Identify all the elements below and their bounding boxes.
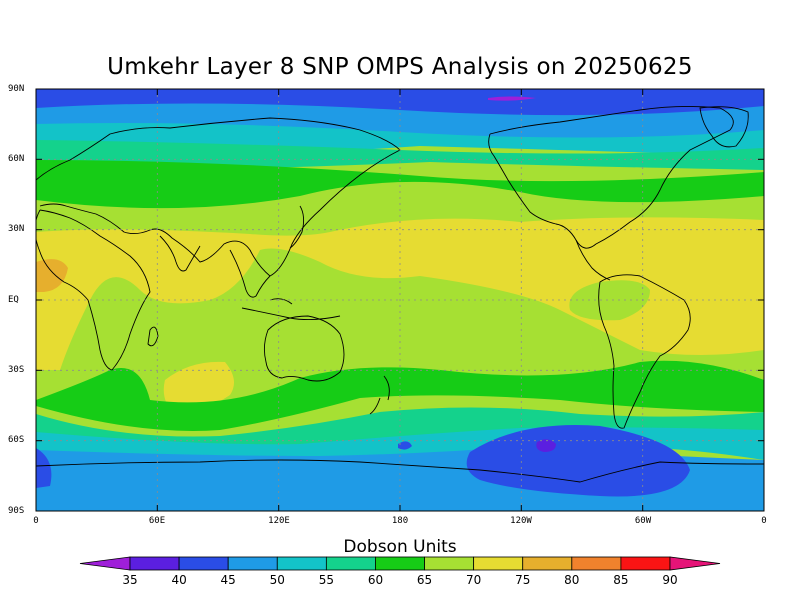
- coast-japan: [289, 205, 305, 249]
- low-45-nz: [398, 441, 412, 450]
- lon-label-180: 180: [391, 516, 409, 526]
- coast-madagascar: [147, 326, 159, 347]
- band-south-60: [36, 407, 764, 451]
- colorbar-swatch: [571, 556, 622, 571]
- coast-antarctica: [36, 459, 764, 483]
- low-45-pacific: [466, 425, 690, 497]
- colorbar-tick-label: 45: [220, 573, 236, 587]
- lat-label-60s: 60S: [8, 435, 25, 445]
- colorbar-swatch: [276, 556, 327, 571]
- colorbar-tick-label: 90: [662, 573, 678, 587]
- lon-label-120w: 120W: [510, 516, 532, 526]
- colorbar-swatch: [227, 556, 278, 571]
- lon-label-60e: 60E: [148, 516, 166, 526]
- low-40-pacific: [536, 439, 556, 452]
- colorbar-swatch: [522, 556, 573, 571]
- coastlines: [36, 105, 764, 483]
- lat-label-eq: EQ: [8, 295, 19, 305]
- colorbar: [79, 556, 721, 571]
- colorbar-swatch: [129, 556, 180, 571]
- colorbar-title: Dobson Units: [343, 537, 457, 557]
- colorbar-tick-label: 65: [416, 573, 433, 587]
- colorbar-swatch: [620, 556, 671, 571]
- colorbar-tick-label: 40: [171, 573, 187, 587]
- colorbar-tick-label: 35: [122, 573, 138, 587]
- spot-80-africa: [36, 259, 68, 292]
- colorbar-swatch: [375, 556, 425, 571]
- axis-ticks: [36, 89, 764, 511]
- colorbar-tick-label: 80: [564, 573, 580, 587]
- coast-central-america: [575, 239, 611, 281]
- lon-label-0-west: 0: [33, 516, 39, 526]
- colorbar-swatch: [325, 556, 376, 571]
- coast-north-america: [488, 105, 734, 249]
- band-north-65: [36, 160, 764, 209]
- colorbar-swatch: [473, 556, 524, 571]
- lat-label-30s: 30S: [8, 365, 25, 375]
- lat-label-90s: 90S: [8, 506, 25, 516]
- band-tropic-70-atl: [569, 280, 650, 321]
- colorbar-tick-label: 70: [465, 573, 482, 587]
- lat-label-90n: 90N: [8, 84, 25, 94]
- lon-label-60w: 60W: [634, 516, 652, 526]
- colorbar-tick-label: 85: [613, 573, 629, 587]
- coast-australia: [263, 315, 345, 382]
- coast-seasia: [229, 249, 271, 298]
- colorbar-tick-label: 60: [367, 573, 384, 587]
- coast-nz: [369, 375, 390, 415]
- coast-greenland: [699, 106, 749, 148]
- colorbar-high-arrow: [669, 556, 721, 571]
- lat-label-30n: 30N: [8, 224, 25, 234]
- colorbar-low-arrow: [79, 556, 131, 571]
- graticule: [36, 89, 764, 511]
- colorbar-swatch: [178, 556, 229, 571]
- lat-label-60n: 60N: [8, 154, 25, 164]
- band-tropic-75: [36, 217, 764, 370]
- low-40-arctic: [488, 96, 536, 101]
- colorbar-tick-label: 55: [318, 573, 334, 587]
- coast-south-america: [598, 274, 691, 429]
- colorbar-swatch: [424, 556, 475, 571]
- lon-label-120e: 120E: [268, 516, 290, 526]
- coast-europe-asia: [36, 117, 401, 277]
- map-title: Umkehr Layer 8 SNP OMPS Analysis on 2025…: [107, 54, 693, 80]
- lon-label-0-east: 0: [761, 516, 767, 526]
- coast-africa: [36, 209, 151, 371]
- colorbar-tick-label: 75: [515, 573, 531, 587]
- coast-india: [159, 235, 201, 272]
- colorbar-tick-label: 50: [269, 573, 285, 587]
- low-45-westedge: [36, 448, 52, 488]
